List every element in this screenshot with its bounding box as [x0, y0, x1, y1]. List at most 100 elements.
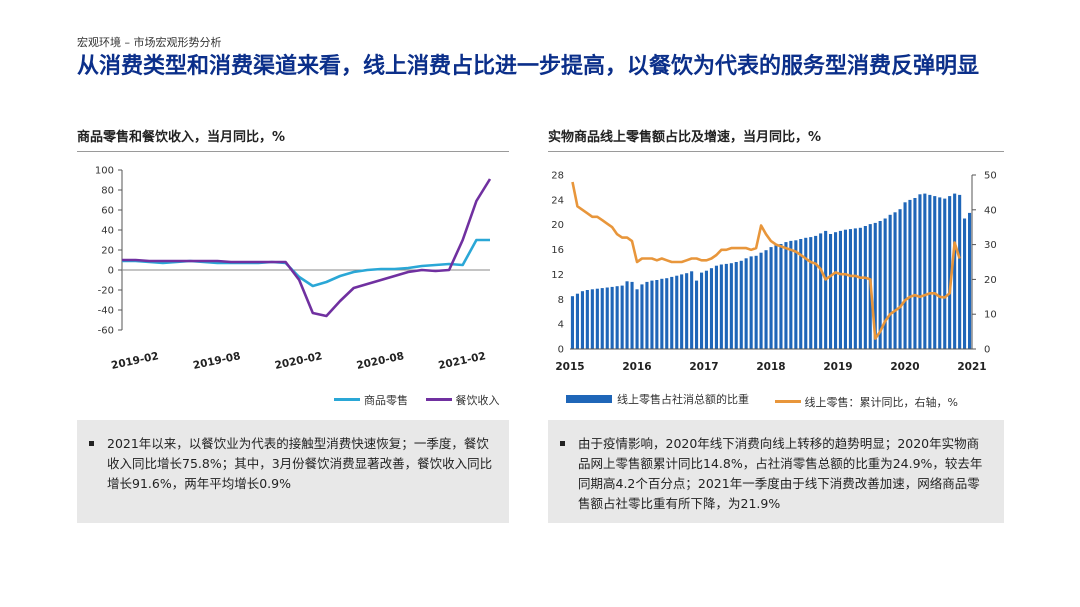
share-bar: [774, 245, 778, 349]
share-bar: [744, 258, 748, 349]
share-bar: [953, 193, 957, 349]
legend-catering-swatch: [425, 398, 452, 401]
right-right-y-tick-label: 40: [984, 205, 997, 216]
legend-growth-label: 线上零售：累计同比，右轴，%: [804, 395, 958, 409]
share-bar: [789, 240, 793, 349]
right-note: 由于疫情影响，2020年线下消费向线上转移的趋势明显；2020年实物商品网上零售…: [548, 420, 1004, 523]
share-bar: [610, 286, 614, 349]
online-retail-chart: 0 4 8 12 16 20 24 28 0 10 20 30 40 50 2015 2016 2017 2018…: [551, 171, 997, 374]
share-bar: [918, 194, 922, 349]
share-bar: [605, 287, 609, 349]
right-x-tick-label: 2021: [957, 361, 986, 373]
share-bar: [794, 240, 798, 350]
right-x-tick-label: 2017: [689, 361, 718, 373]
right-chart-title: 实物商品线上零售额占比及增速，当月同比，%: [548, 130, 822, 145]
right-right-y-tick-label: 0: [984, 345, 990, 356]
left-x-tick-label: 2021-02: [437, 350, 487, 372]
share-bar: [799, 239, 803, 349]
right-x-tick-label: 2018: [756, 361, 785, 373]
share-bar: [734, 262, 738, 349]
legend-share-swatch: [566, 395, 612, 403]
share-bar: [784, 242, 788, 349]
left-y-tick-label: -40: [98, 306, 114, 317]
share-bar: [764, 250, 768, 349]
right-note-bullet: [560, 441, 565, 446]
right-note-text: 由于疫情影响，2020年线下消费向线上转移的趋势明显；2020年实物商品网上零售…: [578, 436, 983, 511]
share-bar: [933, 196, 937, 349]
share-bar: [883, 218, 887, 349]
left-y-tick-label: 0: [108, 266, 114, 277]
share-bar: [595, 288, 599, 349]
right-left-y-tick-label: 12: [551, 270, 564, 281]
share-bar: [620, 285, 624, 349]
retail-line: [122, 238, 490, 288]
share-bar: [903, 202, 907, 349]
left-y-tick-label: 80: [101, 186, 114, 197]
share-bar: [625, 281, 629, 349]
share-bar: [928, 194, 932, 349]
share-bar: [690, 271, 694, 349]
share-bar: [600, 288, 604, 349]
right-left-y-tick-label: 28: [551, 171, 564, 182]
share-bar: [769, 247, 773, 349]
share-bar: [873, 222, 877, 349]
share-bar: [590, 289, 594, 349]
right-right-y-tick-label: 50: [984, 171, 997, 182]
share-bar: [704, 270, 708, 349]
share-bar: [943, 198, 947, 349]
retail-catering-chart: -60 -40 -20 0 20 40 60 80 100 2019-02 2019-08 2020-…: [95, 166, 492, 372]
right-x-tick-label: 2019: [823, 361, 852, 373]
share-bar: [938, 197, 942, 349]
right-x-tick-label: 2016: [622, 361, 651, 373]
share-bar: [575, 293, 579, 349]
share-bar: [848, 229, 852, 349]
legend-retail-label: 商品零售: [364, 393, 408, 407]
right-right-y-tick-label: 20: [984, 275, 997, 286]
share-bar: [888, 214, 892, 349]
right-left-y-tick-label: 0: [558, 345, 564, 356]
legend-share: 线上零售占社消总额的比重: [566, 391, 749, 407]
catering-line: [122, 178, 492, 318]
legend-share-label: 线上零售占社消总额的比重: [617, 393, 749, 406]
share-bar: [838, 230, 842, 349]
share-bar: [729, 263, 733, 349]
share-bar: [779, 244, 783, 349]
share-bar: [630, 281, 634, 349]
right-legend: 线上零售占社消总额的比重 线上零售：累计同比，右轴，%: [566, 391, 958, 410]
share-bar: [655, 280, 659, 349]
right-right-y-tick-label: 10: [984, 310, 997, 321]
share-bar: [958, 194, 962, 349]
share-bar: [908, 199, 912, 349]
share-bar: [968, 212, 972, 349]
share-bar: [948, 196, 952, 349]
share-bar: [635, 289, 639, 349]
share-bar: [585, 290, 589, 349]
legend-retail: 商品零售: [334, 392, 408, 408]
share-bar: [853, 228, 857, 349]
share-bar: [824, 230, 828, 349]
legend-growth: 线上零售：累计同比，右轴，%: [774, 394, 958, 410]
share-bar: [714, 265, 718, 349]
share-bar: [749, 256, 753, 349]
legend-retail-swatch: [334, 398, 360, 401]
right-right-y-tick-label: 30: [984, 240, 997, 251]
left-title-rule: [77, 151, 509, 152]
share-bar: [759, 252, 763, 349]
right-title-rule: [548, 151, 1004, 152]
left-y-tick-label: 20: [101, 246, 114, 257]
share-bar: [863, 226, 867, 349]
share-bar: [804, 237, 808, 349]
left-note-bullet: [89, 441, 94, 446]
share-bar: [878, 221, 882, 349]
share-bar: [858, 227, 862, 349]
page-title: 从消费类型和消费渠道来看，线上消费占比进一步提高，以餐饮为代表的服务型消费反弹明…: [77, 54, 980, 79]
left-y-tick-label: 100: [95, 166, 114, 177]
legend-growth-swatch: [774, 400, 801, 403]
left-x-tick-label: 2019-02: [110, 350, 160, 372]
left-note-text: 2021年以来，以餐饮业为代表的接触型消费快速恢复；一季度，餐饮收入同比增长75…: [107, 436, 493, 491]
left-y-tick-label: 60: [101, 206, 114, 217]
share-bar: [829, 234, 833, 349]
share-bar: [680, 274, 684, 349]
legend-catering: 餐饮收入: [425, 392, 500, 408]
left-legend: 商品零售 餐饮收入: [320, 391, 500, 408]
